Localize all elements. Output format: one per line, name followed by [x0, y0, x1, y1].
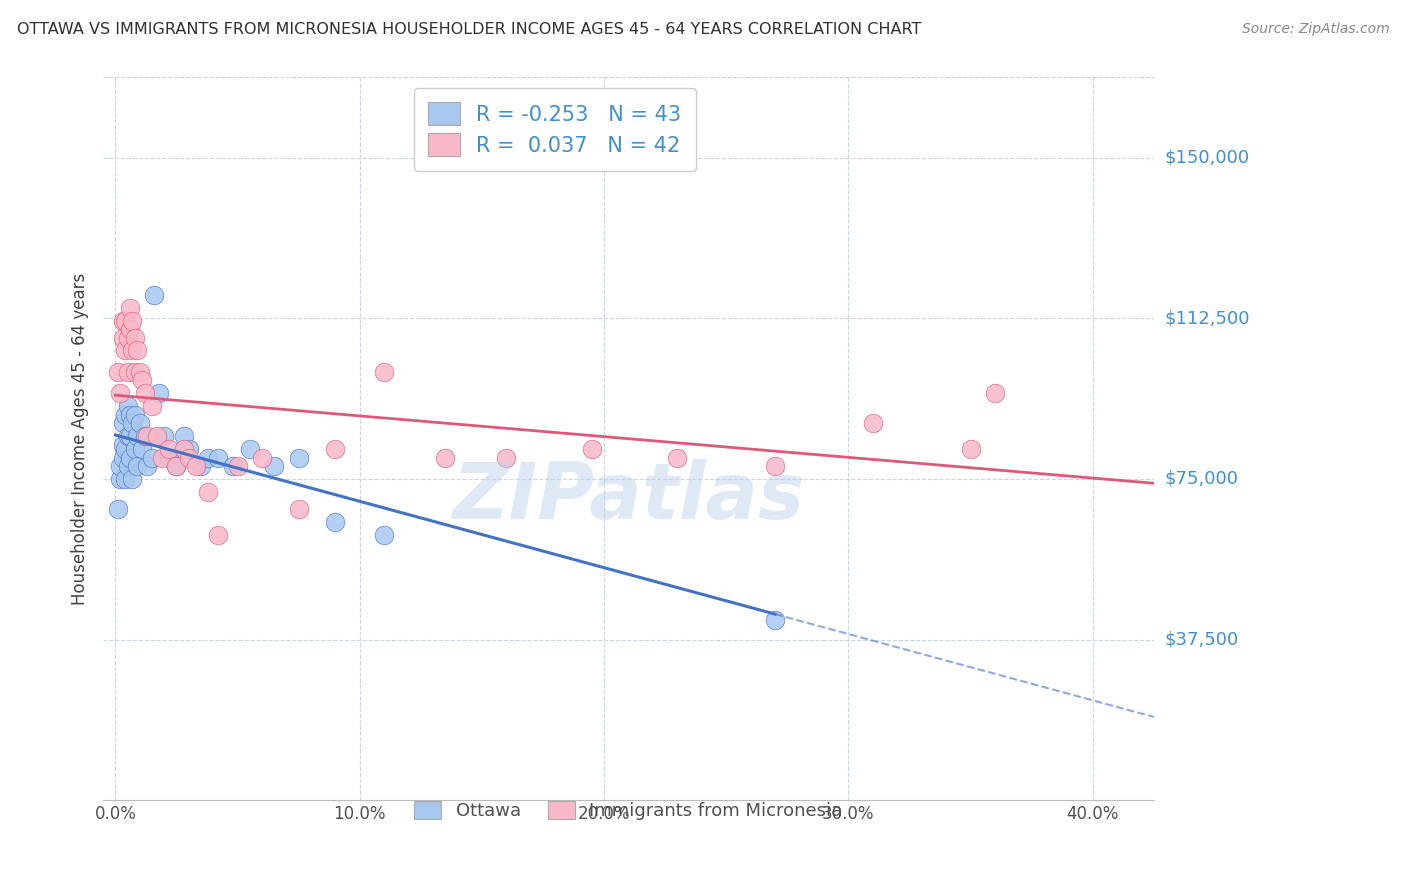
Point — [111, 417, 134, 431]
Point — [157, 450, 180, 465]
Point — [114, 472, 136, 486]
Point — [136, 429, 159, 443]
Legend: Ottawa, Immigrants from Micronesia: Ottawa, Immigrants from Micronesia — [399, 787, 858, 835]
Point — [114, 442, 136, 456]
Point — [134, 386, 156, 401]
Point — [959, 442, 981, 456]
Point — [107, 502, 129, 516]
Point — [143, 288, 166, 302]
Text: Source: ZipAtlas.com: Source: ZipAtlas.com — [1241, 22, 1389, 37]
Point — [117, 331, 139, 345]
Point — [239, 442, 262, 456]
Point — [124, 365, 146, 379]
Point — [173, 442, 195, 456]
Point — [434, 450, 457, 465]
Point — [114, 343, 136, 358]
Point — [111, 313, 134, 327]
Point — [177, 442, 200, 456]
Point — [110, 472, 132, 486]
Text: OTTAWA VS IMMIGRANTS FROM MICRONESIA HOUSEHOLDER INCOME AGES 45 - 64 YEARS CORRE: OTTAWA VS IMMIGRANTS FROM MICRONESIA HOU… — [17, 22, 921, 37]
Point — [128, 365, 150, 379]
Point — [141, 450, 163, 465]
Point — [197, 450, 219, 465]
Point — [984, 386, 1007, 401]
Point — [177, 450, 200, 465]
Point — [117, 429, 139, 443]
Point — [114, 313, 136, 327]
Point — [121, 313, 143, 327]
Y-axis label: Householder Income Ages 45 - 64 years: Householder Income Ages 45 - 64 years — [72, 273, 89, 605]
Point — [373, 365, 395, 379]
Point — [121, 472, 143, 486]
Point — [128, 417, 150, 431]
Point — [150, 450, 173, 465]
Point — [165, 459, 187, 474]
Point — [118, 301, 141, 315]
Point — [263, 459, 285, 474]
Point — [118, 408, 141, 422]
Point — [226, 459, 249, 474]
Point — [117, 365, 139, 379]
Point — [131, 442, 153, 456]
Point — [862, 417, 884, 431]
Point — [666, 450, 689, 465]
Point — [117, 399, 139, 413]
Point — [323, 442, 346, 456]
Point — [197, 484, 219, 499]
Point — [124, 442, 146, 456]
Point — [287, 502, 309, 516]
Point — [136, 459, 159, 474]
Point — [111, 331, 134, 345]
Point — [495, 450, 517, 465]
Text: ZIPatlas: ZIPatlas — [453, 458, 804, 534]
Point — [148, 386, 170, 401]
Point — [118, 429, 141, 443]
Point — [146, 429, 169, 443]
Point — [250, 450, 273, 465]
Point — [111, 438, 134, 452]
Point — [173, 429, 195, 443]
Point — [184, 459, 207, 474]
Point — [114, 408, 136, 422]
Text: $37,500: $37,500 — [1166, 631, 1239, 648]
Point — [110, 386, 132, 401]
Text: $112,500: $112,500 — [1166, 310, 1250, 327]
Point — [134, 429, 156, 443]
Text: $150,000: $150,000 — [1166, 149, 1250, 167]
Point — [131, 374, 153, 388]
Point — [373, 527, 395, 541]
Point — [207, 527, 229, 541]
Point — [121, 417, 143, 431]
Point — [207, 450, 229, 465]
Point — [323, 515, 346, 529]
Point — [153, 429, 176, 443]
Point — [117, 459, 139, 474]
Point — [111, 450, 134, 465]
Point — [763, 613, 786, 627]
Point — [124, 408, 146, 422]
Point — [190, 459, 212, 474]
Point — [118, 450, 141, 465]
Point — [110, 459, 132, 474]
Point — [107, 365, 129, 379]
Point — [124, 331, 146, 345]
Point — [127, 459, 149, 474]
Point — [121, 343, 143, 358]
Point — [118, 322, 141, 336]
Point — [127, 343, 149, 358]
Point — [221, 459, 243, 474]
Point — [157, 442, 180, 456]
Point — [165, 459, 187, 474]
Point — [287, 450, 309, 465]
Point — [141, 399, 163, 413]
Point — [581, 442, 603, 456]
Point — [127, 429, 149, 443]
Point — [763, 459, 786, 474]
Text: $75,000: $75,000 — [1166, 470, 1239, 488]
